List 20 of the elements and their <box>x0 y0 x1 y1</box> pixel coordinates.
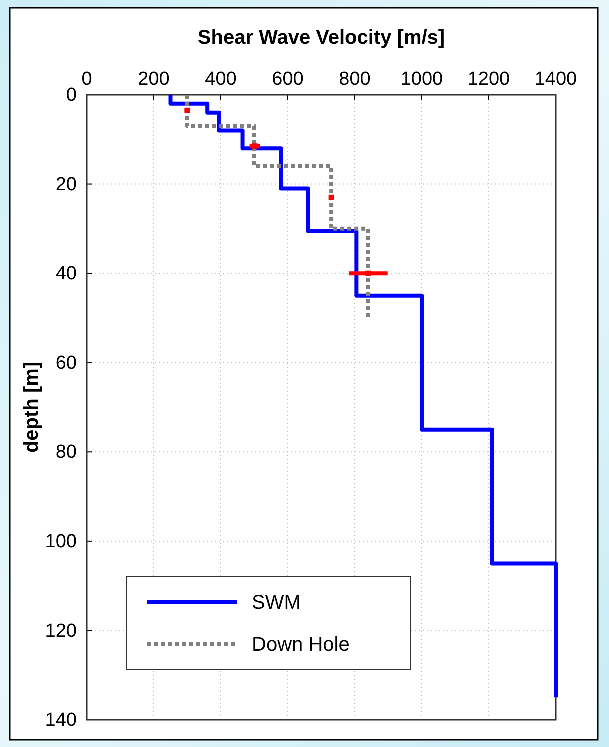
x-tick-label: 400 <box>205 69 237 90</box>
y-axis-title: depth [m] <box>21 362 43 454</box>
y-tick-label: 80 <box>56 442 77 464</box>
x-tick-label: 1200 <box>468 69 510 90</box>
y-tick-label: 120 <box>45 620 77 642</box>
x-axis-title: Shear Wave Velocity [m/s] <box>198 27 446 49</box>
x-tick-label: 800 <box>339 69 371 90</box>
x-tick-label: 200 <box>138 69 170 90</box>
y-tick-label: 100 <box>45 532 77 553</box>
y-tick-label: 40 <box>56 264 77 285</box>
x-tick-label: 1000 <box>400 69 444 90</box>
legend-label: Down Hole <box>252 634 350 656</box>
y-tick-label: 0 <box>66 85 77 106</box>
y-tick-label: 60 <box>56 352 77 374</box>
x-tick-label: 0 <box>82 69 92 90</box>
legend-label: SWM <box>252 592 301 614</box>
x-tick-label: 600 <box>272 69 304 90</box>
y-tick-label: 20 <box>56 174 77 196</box>
x-tick-label: 1400 <box>534 69 578 90</box>
y-tick-label: 140 <box>45 710 77 732</box>
